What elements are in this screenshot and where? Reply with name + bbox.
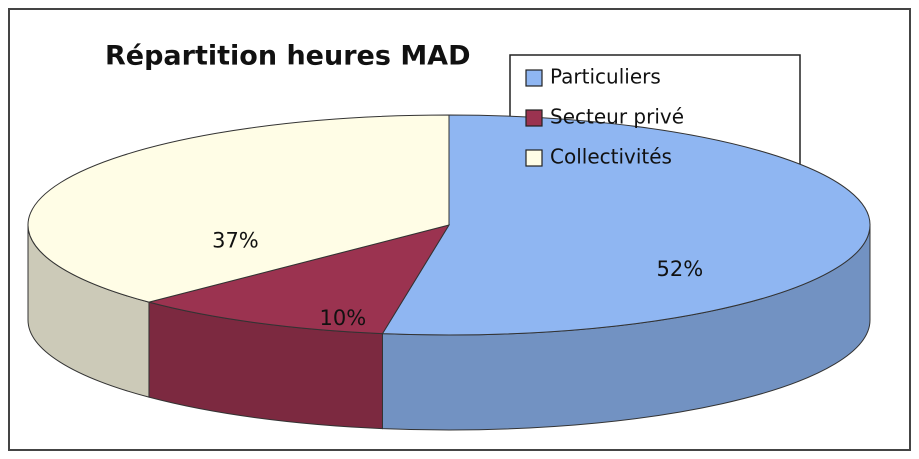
legend-swatch [525, 69, 543, 87]
legend-swatch [525, 149, 543, 167]
slice [27, 114, 450, 303]
legend-label: Secteur privé [550, 105, 684, 129]
slice [146, 224, 451, 335]
value-label: 52% [656, 257, 703, 281]
value-label: 10% [320, 306, 367, 330]
legend-swatch [525, 109, 543, 127]
legend-label: Particuliers [550, 65, 661, 89]
chart-title: Répartition heures MAD [105, 41, 471, 72]
legend-label: Collectivités [550, 145, 672, 169]
slice [381, 114, 871, 336]
value-label: 37% [212, 229, 259, 253]
